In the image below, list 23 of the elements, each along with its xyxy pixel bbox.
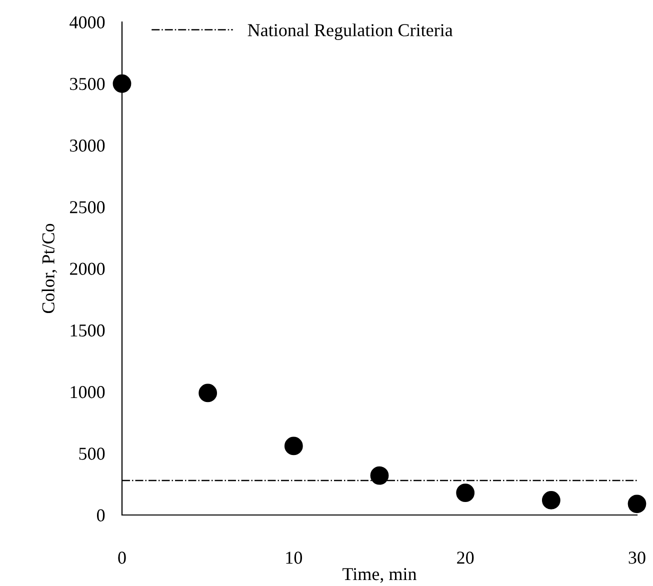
point bbox=[284, 436, 303, 456]
y-tick-label: 0 bbox=[96, 509, 105, 522]
point bbox=[456, 484, 475, 502]
point bbox=[198, 384, 218, 402]
point bbox=[542, 491, 560, 510]
point bbox=[370, 466, 389, 485]
y-tick-label: 1500 bbox=[70, 324, 105, 337]
x-tick-label: 30 bbox=[628, 552, 646, 564]
y-tick-label: 500 bbox=[79, 448, 105, 460]
y-tick-label: 3500 bbox=[70, 78, 105, 90]
y-tick-label: 2500 bbox=[70, 201, 105, 214]
y-tick-label: 4000 bbox=[70, 16, 105, 28]
x-tick-label: 10 bbox=[286, 552, 302, 564]
x-axis-title: Time, min bbox=[342, 568, 417, 583]
y-tick-label: 2000 bbox=[70, 262, 105, 275]
y-tick-label: 1000 bbox=[70, 386, 105, 398]
y-axis-title: Color, Pt/Co bbox=[42, 224, 58, 314]
x-tick-label: 0 bbox=[118, 552, 126, 564]
point bbox=[628, 494, 646, 514]
x-tick-label: 20 bbox=[457, 552, 474, 564]
y-tick-label: 3000 bbox=[70, 140, 105, 152]
point bbox=[112, 74, 132, 93]
legend-label: National Regulation Criteria bbox=[248, 24, 453, 40]
